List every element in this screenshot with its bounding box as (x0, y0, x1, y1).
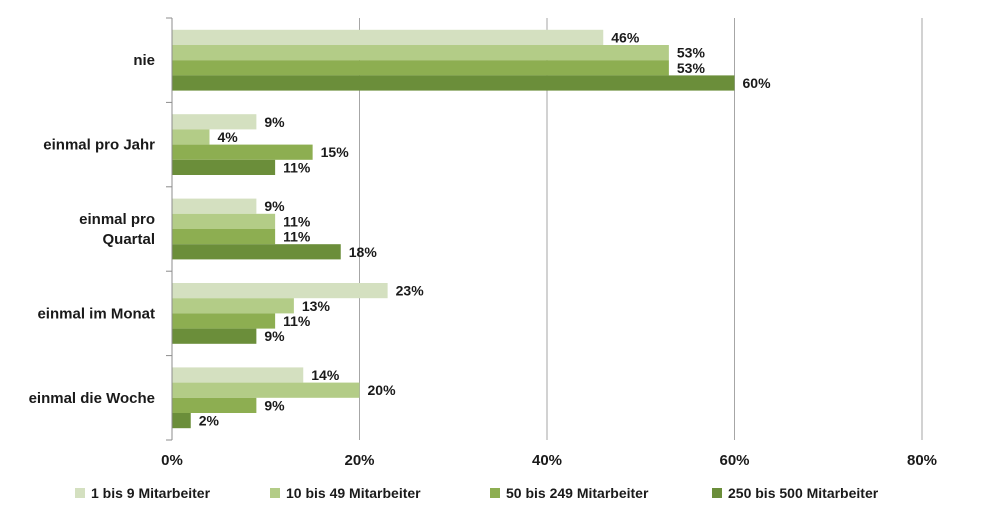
data-label: 11% (283, 159, 311, 175)
legend-label: 10 bis 49 Mitarbeiter (286, 485, 421, 501)
category-label: nie (133, 52, 155, 69)
data-labels: 46%53%53%60%9%4%15%11%9%11%11%18%23%13%1… (199, 29, 771, 428)
data-label: 18% (349, 244, 378, 260)
bar (172, 367, 304, 383)
bars (172, 29, 735, 429)
bar (172, 413, 191, 429)
bar (172, 129, 210, 145)
data-label: 9% (264, 397, 285, 413)
legend-label: 250 bis 500 Mitarbeiter (728, 485, 879, 501)
x-tick-label: 80% (907, 452, 937, 469)
data-label: 4% (218, 129, 239, 145)
category-label: einmal die Woche (29, 390, 155, 407)
x-tick-label: 40% (532, 452, 562, 469)
bar (172, 313, 276, 329)
data-label: 53% (677, 60, 706, 76)
data-label: 15% (321, 144, 350, 160)
bar (172, 198, 257, 214)
category-label: Quartal (102, 231, 155, 248)
bar (172, 144, 313, 160)
bar (172, 45, 669, 61)
bar (172, 283, 388, 299)
legend-swatch (270, 488, 280, 498)
bar (172, 29, 604, 45)
bar (172, 159, 276, 175)
bar (172, 114, 257, 130)
bar (172, 397, 257, 413)
data-label: 53% (677, 45, 706, 61)
data-label: 14% (311, 367, 340, 383)
data-label: 11% (283, 229, 311, 245)
x-tick-label: 60% (719, 452, 749, 469)
data-label: 9% (264, 328, 285, 344)
category-axis (166, 17, 173, 441)
legend-label: 1 bis 9 Mitarbeiter (91, 485, 211, 501)
data-label: 46% (611, 29, 640, 45)
category-label: einmal pro Jahr (43, 137, 155, 154)
data-label: 11% (283, 213, 311, 229)
data-label: 9% (264, 114, 285, 130)
bar (172, 75, 735, 91)
data-label: 2% (199, 413, 220, 429)
legend-swatch (75, 488, 85, 498)
bar (172, 60, 669, 76)
category-labels: nie einmal pro Jahr einmal pro Quartal einma… (29, 52, 156, 407)
bar (172, 328, 257, 344)
data-label: 9% (264, 198, 285, 214)
data-label: 20% (368, 382, 397, 398)
data-label: 13% (302, 298, 331, 314)
legend-swatch (490, 488, 500, 498)
legend-label: 50 bis 249 Mitarbeiter (506, 485, 649, 501)
x-tick-labels: 0% 20% 40% 60% 80% (161, 452, 937, 469)
bar (172, 298, 294, 314)
category-label: einmal im Monat (37, 305, 155, 322)
bar (172, 382, 360, 398)
legend: 1 bis 9 Mitarbeiter 10 bis 49 Mitarbeiter… (75, 485, 879, 501)
x-tick-label: 0% (161, 452, 183, 469)
legend-swatch (712, 488, 722, 498)
bar (172, 244, 341, 260)
bar (172, 213, 276, 229)
bar (172, 229, 276, 245)
data-label: 11% (283, 313, 311, 329)
data-label: 60% (743, 75, 772, 91)
x-tick-label: 20% (344, 452, 374, 469)
data-label: 23% (396, 283, 425, 299)
category-label: einmal pro (79, 211, 155, 228)
